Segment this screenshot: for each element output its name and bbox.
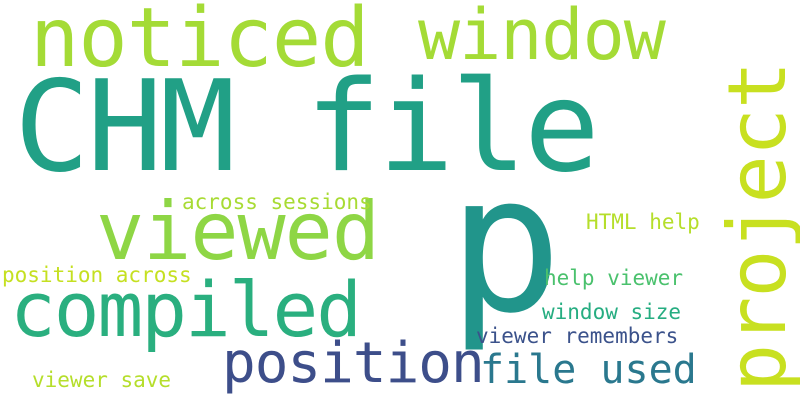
word-position-across: position across xyxy=(2,263,192,287)
word-window-size: window size xyxy=(542,300,682,324)
word-position: position xyxy=(222,331,485,396)
word-viewed: viewed xyxy=(96,185,380,278)
word-window: window xyxy=(418,0,666,76)
word-help-viewer: help viewer xyxy=(544,266,684,290)
word-compiled: compiled xyxy=(10,265,362,354)
word-viewer-save: viewer save xyxy=(32,368,172,392)
word-html-help: HTML help xyxy=(586,210,700,234)
word-file-used: file used xyxy=(480,347,697,393)
word-p: p xyxy=(448,134,563,355)
word-across-sessions: across sessions xyxy=(182,190,372,214)
word-noticed: noticed xyxy=(30,0,370,86)
word-chm-file: CHM file xyxy=(14,53,600,200)
word-project: project xyxy=(711,61,800,392)
word-viewer-remembers: viewer remembers xyxy=(476,324,679,348)
